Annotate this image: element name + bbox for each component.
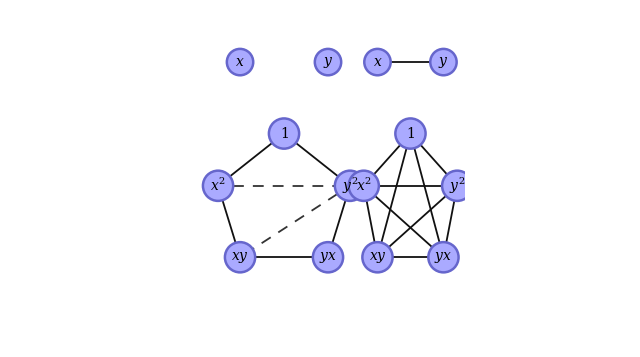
Text: $y$: $y$ xyxy=(323,55,333,70)
Text: $y$: $y$ xyxy=(438,55,449,70)
Text: $yx$: $yx$ xyxy=(319,250,337,265)
Circle shape xyxy=(442,171,472,201)
Circle shape xyxy=(362,242,392,272)
Circle shape xyxy=(396,119,426,149)
Circle shape xyxy=(428,242,459,272)
Text: $x^2$: $x^2$ xyxy=(356,177,372,195)
Circle shape xyxy=(227,49,253,75)
Circle shape xyxy=(315,49,341,75)
Circle shape xyxy=(269,119,299,149)
Text: $x$: $x$ xyxy=(236,55,245,69)
Text: $xy$: $xy$ xyxy=(369,250,387,265)
Text: $1$: $1$ xyxy=(406,126,415,141)
Circle shape xyxy=(225,242,255,272)
Circle shape xyxy=(335,171,365,201)
Circle shape xyxy=(430,49,457,75)
Circle shape xyxy=(349,171,379,201)
Text: $xy$: $xy$ xyxy=(231,250,249,265)
Text: $1$: $1$ xyxy=(280,126,289,141)
Text: $yx$: $yx$ xyxy=(435,250,452,265)
Text: $y^2$: $y^2$ xyxy=(342,176,358,196)
Text: $x$: $x$ xyxy=(372,55,382,69)
Text: $y^2$: $y^2$ xyxy=(449,176,465,196)
Circle shape xyxy=(313,242,343,272)
Circle shape xyxy=(364,49,390,75)
Circle shape xyxy=(203,171,233,201)
Text: $x^2$: $x^2$ xyxy=(210,177,226,195)
